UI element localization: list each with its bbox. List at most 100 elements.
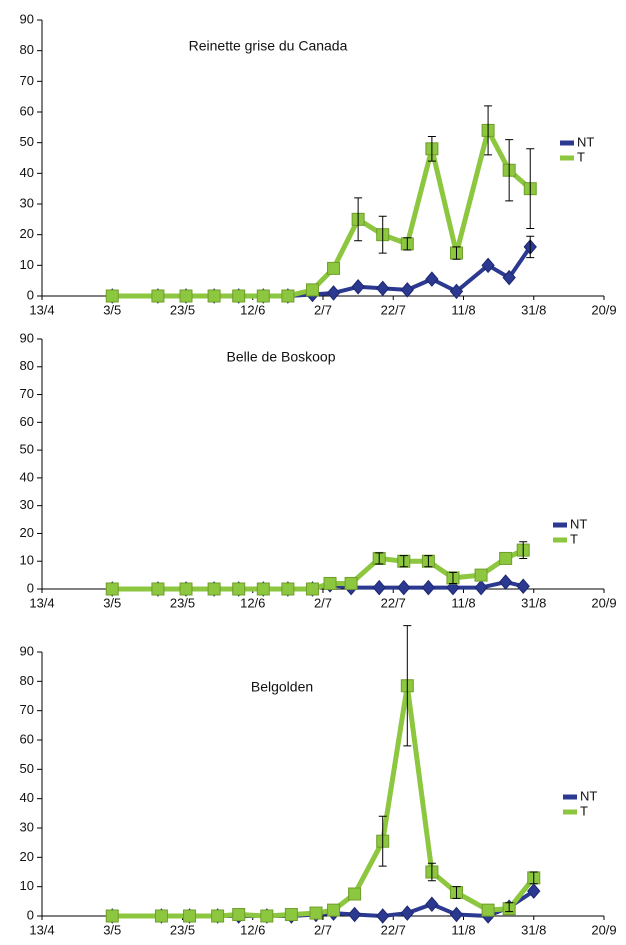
y-tick-label: 40 [20, 469, 34, 484]
marker-square [284, 908, 298, 922]
y-tick-label: 60 [20, 731, 34, 746]
marker-diamond [347, 906, 362, 923]
y-tick-label: 30 [20, 195, 34, 210]
x-tick-label: 20/9 [591, 302, 616, 317]
y-tick-label: 40 [20, 165, 34, 180]
y-tick-label: 80 [20, 673, 34, 688]
marker-diamond [498, 574, 513, 590]
x-tick-label: 20/9 [591, 922, 616, 937]
error-bar [505, 139, 514, 202]
legend-label: NT [570, 516, 587, 531]
y-tick-label: 0 [27, 580, 34, 595]
marker-square [105, 289, 119, 303]
marker-diamond [376, 280, 390, 297]
x-tick-label: 20/9 [591, 595, 616, 610]
x-tick-label: 11/8 [451, 595, 475, 610]
marker-square [211, 909, 225, 923]
error-bar [424, 555, 433, 568]
marker-square [105, 582, 119, 596]
x-tick-label: 11/8 [451, 302, 475, 317]
marker-square [179, 582, 193, 596]
marker-diamond [400, 905, 414, 921]
marker-square [348, 887, 362, 901]
x-tick-label: 11/8 [451, 922, 475, 937]
marker-square [481, 903, 495, 917]
marker-square [327, 261, 341, 275]
legend-label: NT [580, 788, 597, 803]
marker-square [232, 908, 246, 922]
y-tick-label: 20 [20, 525, 34, 540]
marker-diamond [421, 579, 436, 596]
error-bar [427, 136, 436, 162]
marker-diamond [425, 896, 439, 913]
marker-square [281, 289, 295, 303]
marker-square [256, 582, 270, 596]
x-tick-label: 23/5 [170, 302, 195, 317]
marker-square [256, 289, 270, 303]
y-tick-label: 10 [20, 553, 34, 568]
x-tick-label: 3/5 [103, 302, 121, 317]
chart-title: Belle de Boskoop [227, 349, 336, 365]
x-tick-label: 3/5 [103, 922, 121, 937]
error-bar [403, 625, 412, 747]
y-tick-label: 20 [20, 849, 34, 864]
y-tick-label: 30 [20, 819, 34, 834]
x-tick-label: 31/8 [521, 922, 546, 937]
marker-diamond [481, 257, 495, 274]
series-line [112, 245, 532, 298]
x-tick-label: 12/6 [240, 595, 265, 610]
marker-diamond [502, 269, 516, 286]
error-bar [526, 148, 535, 230]
x-tick-label: 2/7 [314, 595, 332, 610]
marker-square [232, 582, 246, 596]
y-tick-label: 40 [20, 790, 34, 805]
marker-square [327, 903, 341, 917]
error-bar [448, 571, 457, 584]
marker-square [232, 289, 246, 303]
y-tick-label: 0 [27, 287, 34, 302]
marker-square [179, 289, 193, 303]
marker-square [260, 909, 274, 923]
marker-square [151, 289, 165, 303]
marker-square [499, 551, 513, 565]
error-bar [354, 197, 363, 242]
x-tick-label: 12/6 [240, 922, 265, 937]
legend-label: T [570, 531, 578, 546]
y-tick-label: 90 [20, 643, 34, 658]
error-bar [529, 871, 538, 885]
y-tick-label: 80 [20, 42, 34, 57]
marker-square [309, 906, 323, 920]
x-tick-label: 23/5 [170, 922, 195, 937]
error-bar [375, 552, 384, 565]
marker-diamond [397, 579, 411, 596]
chart-title: Reinette grise du Canada [189, 38, 348, 54]
marker-diamond [425, 271, 439, 287]
marker-diamond [326, 285, 341, 301]
marker-diamond [516, 578, 530, 594]
marker-square [305, 582, 319, 596]
y-tick-label: 60 [20, 414, 34, 429]
x-tick-label: 13/4 [29, 922, 54, 937]
error-bar [403, 237, 412, 251]
marker-square [207, 289, 221, 303]
y-tick-label: 30 [20, 497, 34, 512]
marker-square [344, 576, 358, 590]
error-bar [519, 541, 528, 559]
marker-diamond [449, 283, 464, 300]
legend-label: T [580, 803, 588, 818]
error-bar [378, 815, 387, 867]
y-tick-label: 90 [20, 330, 34, 345]
y-tick-label: 70 [20, 73, 34, 88]
marker-diamond [527, 883, 541, 899]
error-bar [378, 215, 387, 254]
marker-square [183, 909, 197, 923]
y-tick-label: 60 [20, 103, 34, 118]
y-tick-label: 70 [20, 702, 34, 717]
x-tick-label: 22/7 [381, 302, 406, 317]
marker-square [281, 582, 295, 596]
x-tick-label: 23/5 [170, 595, 195, 610]
marker-diamond [372, 579, 386, 596]
marker-square [151, 582, 165, 596]
x-tick-label: 22/7 [381, 595, 406, 610]
